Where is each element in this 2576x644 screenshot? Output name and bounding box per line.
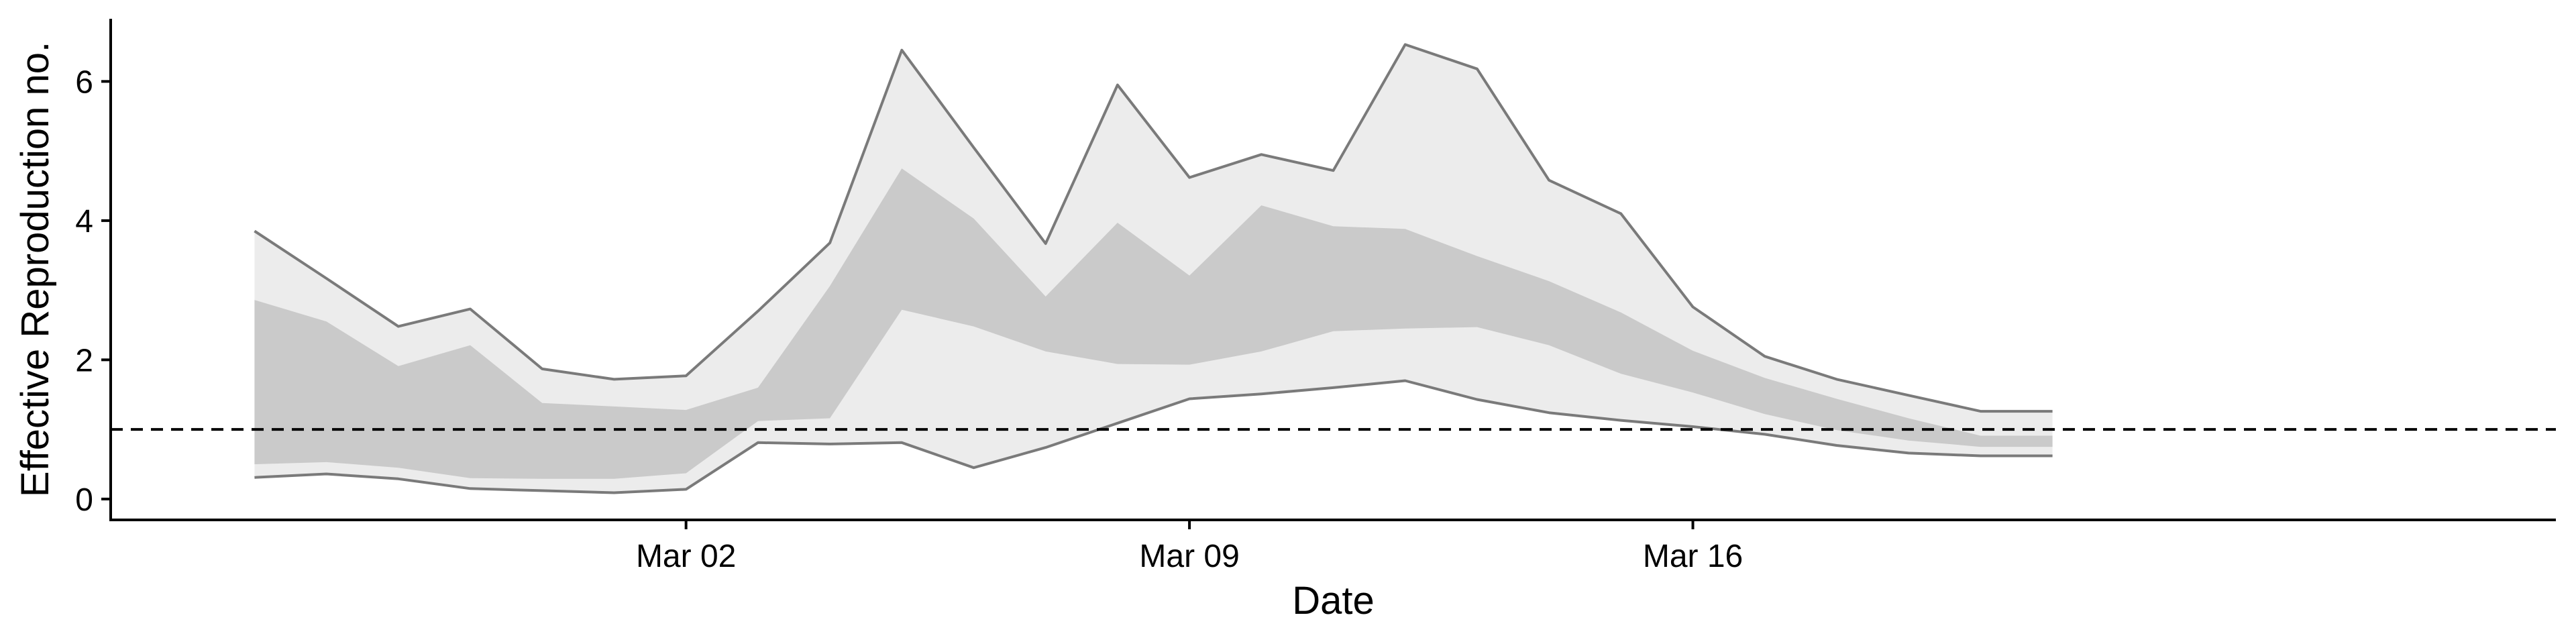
plot-bands bbox=[254, 44, 2053, 493]
x-tick-label: Mar 09 bbox=[1139, 539, 1239, 574]
x-axis-ticks: Mar 02 Mar 09 Mar 16 bbox=[636, 520, 1743, 574]
y-tick-label: 4 bbox=[75, 204, 93, 239]
plot-outlines bbox=[254, 43, 2053, 494]
y-tick-label: 6 bbox=[75, 64, 93, 100]
inner-interval-band bbox=[254, 168, 2053, 479]
x-axis-title: Date bbox=[1292, 579, 1375, 623]
y-tick-label: 2 bbox=[75, 343, 93, 378]
x-tick-label: Mar 16 bbox=[1643, 539, 1743, 574]
y-tick-label: 0 bbox=[75, 482, 93, 518]
x-tick-label: Mar 02 bbox=[636, 539, 736, 574]
y-axis-title: Effective Reproduction no. bbox=[13, 42, 57, 497]
outer-interval-lower-line bbox=[254, 379, 2053, 494]
y-axis-ticks: 0 2 4 6 bbox=[75, 64, 111, 518]
outer-interval-upper-line bbox=[254, 43, 2053, 413]
